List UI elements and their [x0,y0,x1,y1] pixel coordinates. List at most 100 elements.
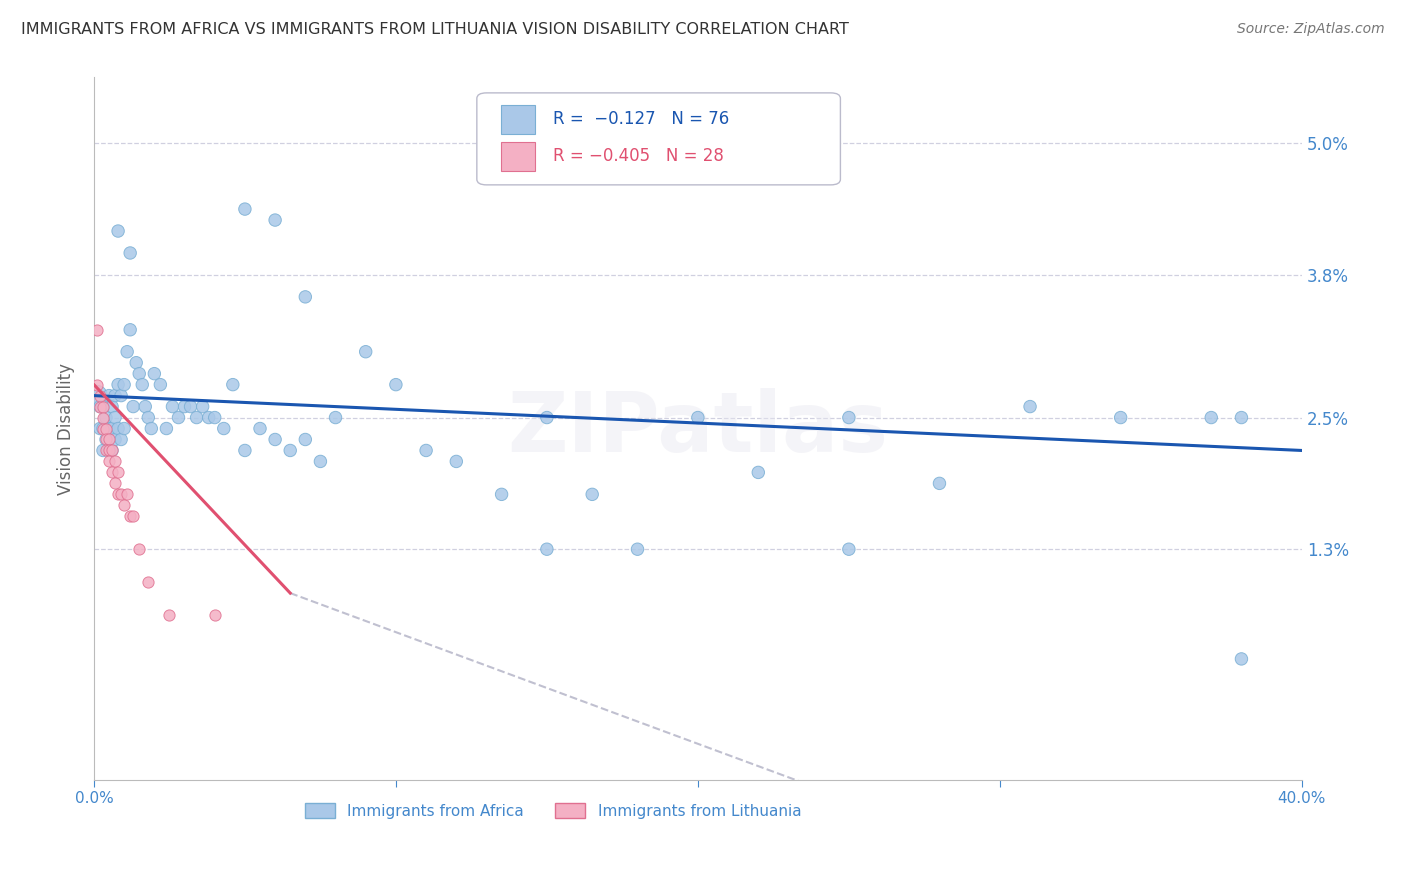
Point [107,487,129,501]
Point [354,344,377,359]
Point [91,400,114,414]
Point [101,466,124,480]
Point [89,389,111,403]
Point [91,410,114,425]
Point [1019,400,1042,414]
Point [112,499,135,513]
Point [204,608,226,623]
Point [491,487,513,501]
FancyBboxPatch shape [501,104,534,134]
Text: ZIPatlas: ZIPatlas [508,388,889,469]
Point [91,400,114,414]
Point [98,421,121,435]
Point [110,487,132,501]
Point [104,433,127,447]
Point [143,367,166,381]
Point [107,421,129,435]
Point [136,575,159,590]
Point [122,509,145,524]
Point [536,542,558,557]
Point [94,433,117,447]
Point [104,454,127,468]
Point [98,433,121,447]
Point [626,542,648,557]
Point [115,344,138,359]
Point [115,487,138,501]
Point [581,487,603,501]
Text: R =  −0.127   N = 76: R = −0.127 N = 76 [553,111,730,128]
Point [107,377,129,392]
Point [122,400,145,414]
Y-axis label: Vision Disability: Vision Disability [58,362,75,494]
Point [264,433,287,447]
Point [101,443,124,458]
Point [128,367,150,381]
Point [191,400,214,414]
Point [204,410,226,425]
FancyBboxPatch shape [477,93,841,185]
Point [98,454,121,468]
Point [173,400,195,414]
Point [928,476,950,491]
Point [141,421,163,435]
Point [136,410,159,425]
Point [385,377,408,392]
Text: Source: ZipAtlas.com: Source: ZipAtlas.com [1237,22,1385,37]
Point [197,410,219,425]
Point [1230,652,1253,666]
Point [264,213,287,227]
Point [838,542,860,557]
Point [233,202,256,216]
Point [167,410,190,425]
Point [120,509,142,524]
Point [747,466,769,480]
Point [94,421,117,435]
Point [98,443,121,458]
Point [131,377,153,392]
Point [120,323,142,337]
Point [155,421,177,435]
Point [222,377,245,392]
Point [94,410,117,425]
Point [112,421,135,435]
Point [325,410,347,425]
Point [294,290,316,304]
Point [186,410,208,425]
Point [107,224,129,238]
Point [159,608,181,623]
Point [104,410,127,425]
Point [98,443,121,458]
Point [415,443,437,458]
Point [104,476,127,491]
Point [294,433,316,447]
Point [536,410,558,425]
Point [89,400,111,414]
Point [94,443,117,458]
Point [125,356,148,370]
Point [838,410,860,425]
Point [91,421,114,435]
Point [686,410,709,425]
Point [128,542,150,557]
Point [101,443,124,458]
Point [212,421,235,435]
Point [1230,410,1253,425]
Point [134,400,156,414]
Legend: Immigrants from Africa, Immigrants from Lithuania: Immigrants from Africa, Immigrants from … [298,797,807,824]
Point [162,400,184,414]
Point [86,377,108,392]
Point [120,246,142,260]
Point [86,389,108,403]
Point [110,389,132,403]
Point [98,389,121,403]
Point [101,421,124,435]
Point [278,443,301,458]
Point [149,377,172,392]
Point [446,454,468,468]
Point [91,421,114,435]
Point [309,454,332,468]
FancyBboxPatch shape [501,142,534,171]
Point [233,443,256,458]
Point [180,400,202,414]
Point [249,421,271,435]
